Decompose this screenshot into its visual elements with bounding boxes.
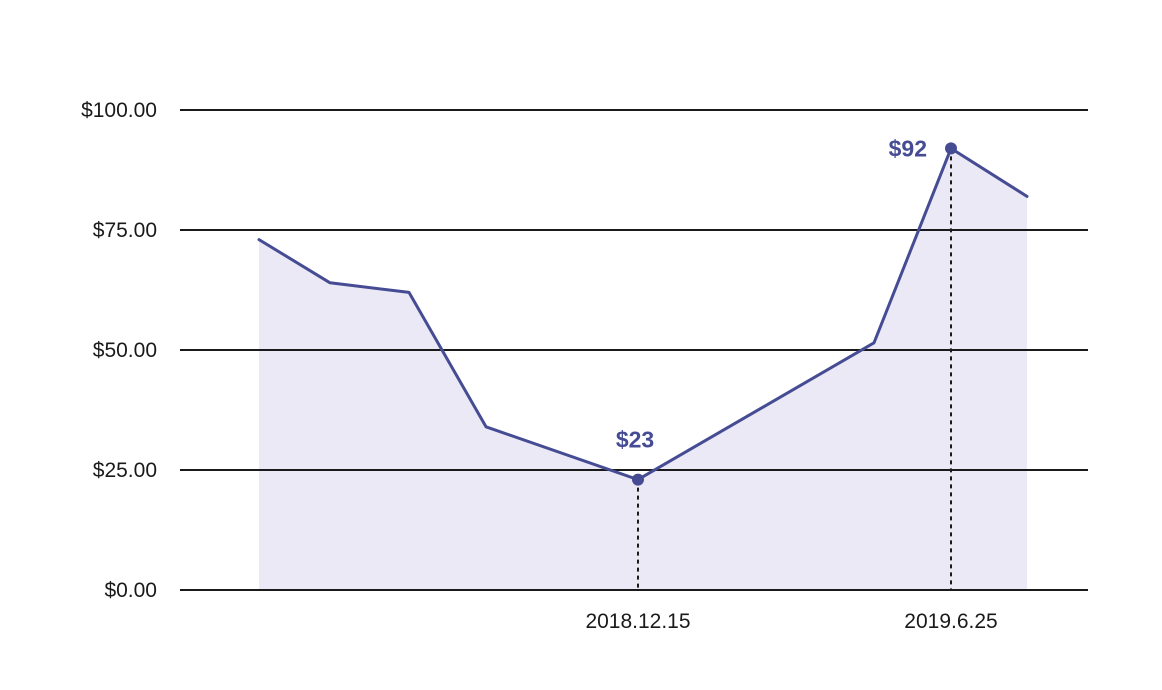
x-axis: 2018.12.15 2019.6.25: [585, 610, 997, 633]
y-tick-label: $75.00: [93, 219, 157, 242]
y-tick-label: $0.00: [104, 579, 157, 602]
y-tick-label: $50.00: [93, 339, 157, 362]
data-label: $92: [889, 135, 927, 161]
series-area-fill: [259, 148, 1027, 590]
data-point: [945, 142, 957, 155]
data-label: $23: [616, 427, 654, 453]
x-tick-label: 2018.12.15: [585, 610, 690, 633]
line-layer: [257, 146, 1029, 482]
y-tick-label: $25.00: [93, 459, 157, 482]
x-tick-label: 2019.6.25: [904, 610, 997, 633]
data-point: [632, 473, 644, 486]
y-axis: $0.00 $25.00 $50.00 $75.00 $100.00: [81, 99, 157, 602]
y-tick-label: $100.00: [81, 99, 157, 122]
annotation-layer: $23 $92: [616, 135, 957, 590]
area-layer: [259, 148, 1027, 590]
series-line: [257, 146, 1029, 482]
grid-layer: [180, 109, 1088, 591]
